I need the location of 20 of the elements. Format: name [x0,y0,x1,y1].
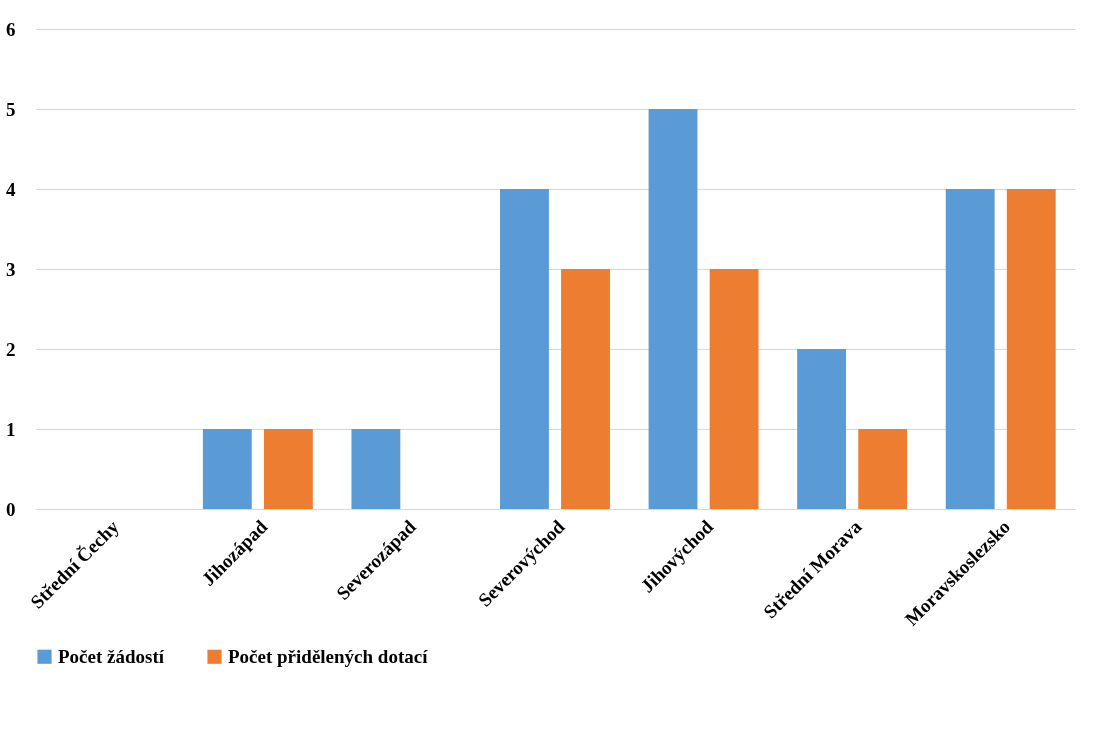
bar [858,429,908,509]
y-tick-label: 2 [6,338,16,360]
bar [561,269,610,509]
y-tick-label: 4 [6,178,16,200]
y-tick-label: 5 [6,98,16,120]
bar [351,429,401,509]
legend-label: Počet přidělených dotací [228,645,429,667]
bar [500,189,549,509]
y-tick-label: 3 [6,258,16,280]
bar [202,429,252,509]
bar [1006,189,1056,509]
bar [648,109,698,509]
bar [797,349,847,509]
y-tick-label: 0 [6,498,16,520]
bar [709,269,759,509]
legend-label: Počet žádostí [58,645,165,667]
bar [945,189,995,509]
y-tick-label: 6 [6,18,16,40]
y-tick-label: 1 [6,418,16,440]
bar [263,429,313,509]
